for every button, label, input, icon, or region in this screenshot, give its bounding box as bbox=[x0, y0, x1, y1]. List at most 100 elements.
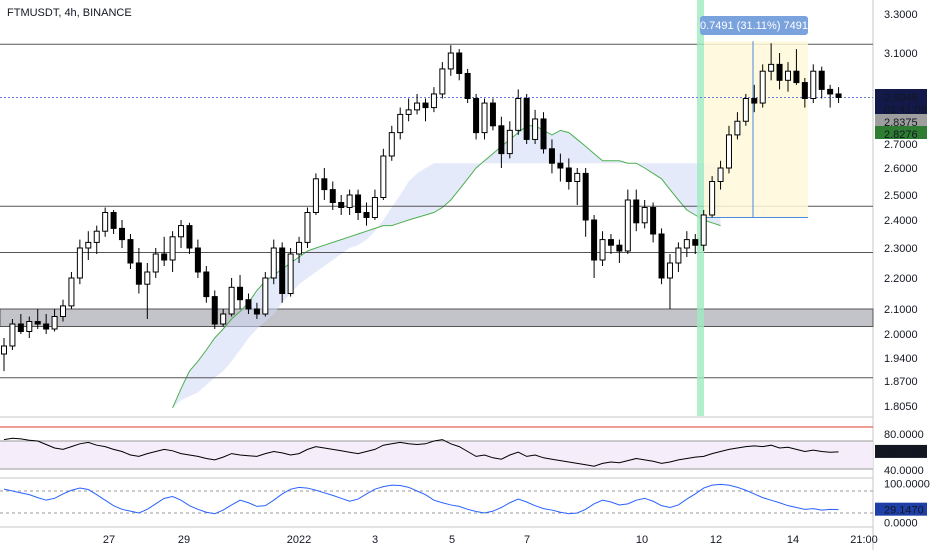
candle-body bbox=[633, 199, 640, 224]
candle bbox=[152, 248, 159, 278]
time-tick-label: 14 bbox=[787, 534, 799, 546]
candle bbox=[700, 210, 707, 251]
candle bbox=[135, 248, 142, 294]
candle bbox=[759, 64, 766, 108]
candle-body bbox=[827, 88, 834, 95]
base-price-tag-bg bbox=[875, 114, 927, 127]
candle bbox=[776, 53, 783, 90]
candle bbox=[515, 89, 522, 135]
candle-body bbox=[532, 118, 539, 140]
candle bbox=[51, 309, 58, 332]
time-axis[interactable]: 27 29 2022 3 5 7 10 12 14 21:00 bbox=[103, 534, 878, 546]
candle bbox=[26, 316, 33, 338]
candle bbox=[548, 139, 555, 174]
rsi-tick-label: 40.0000 bbox=[884, 465, 924, 477]
candle-body bbox=[591, 219, 598, 261]
measure-label-bg bbox=[700, 16, 808, 35]
candle bbox=[481, 98, 488, 140]
candle bbox=[784, 62, 791, 92]
candle-body bbox=[751, 98, 758, 104]
candle bbox=[1, 338, 7, 372]
candle bbox=[692, 234, 699, 254]
candle-body bbox=[439, 68, 446, 95]
candle-body bbox=[776, 63, 783, 81]
candle bbox=[683, 231, 690, 257]
candle bbox=[793, 49, 800, 85]
candle-body bbox=[93, 230, 100, 243]
candle-body bbox=[801, 82, 808, 99]
candle bbox=[397, 107, 404, 140]
rsi-band bbox=[0, 441, 873, 469]
candle bbox=[447, 45, 454, 76]
stoch-tick-label: 100.0000 bbox=[884, 479, 930, 491]
price-tick-label: 2.1000 bbox=[884, 304, 918, 316]
candle-body bbox=[76, 247, 83, 279]
stoch-line bbox=[3, 483, 839, 515]
candle-body bbox=[152, 253, 159, 273]
candle bbox=[439, 62, 446, 99]
price-tick-label: 2.0000 bbox=[884, 329, 918, 341]
candle-body bbox=[599, 239, 606, 261]
candle bbox=[456, 49, 463, 81]
price-tick-label: 2.4000 bbox=[884, 215, 918, 227]
measure-label: 0.7491 (31.11%) 7491 bbox=[700, 20, 808, 32]
candle-body bbox=[296, 241, 303, 255]
candle bbox=[43, 314, 50, 334]
candle bbox=[93, 225, 100, 254]
candle-body bbox=[473, 98, 480, 134]
candle bbox=[709, 176, 716, 218]
candle bbox=[169, 231, 176, 272]
candle-body bbox=[220, 313, 227, 325]
last-price-tag: 01:41:08 bbox=[884, 104, 927, 116]
candle-body bbox=[768, 63, 775, 72]
candle-body bbox=[262, 277, 269, 315]
candle-body bbox=[161, 253, 168, 261]
candle-body bbox=[481, 102, 488, 134]
candle-body bbox=[119, 227, 126, 241]
time-tick-label: 29 bbox=[178, 534, 190, 546]
time-tick-label: 10 bbox=[636, 534, 648, 546]
candle bbox=[85, 231, 92, 260]
candle bbox=[658, 228, 665, 285]
candle-body bbox=[692, 239, 699, 246]
price-pane[interactable]: 0.7491 (31.11%) 7491 bbox=[0, 0, 874, 416]
time-tick-label: 7 bbox=[524, 534, 530, 546]
support-zone bbox=[0, 308, 874, 327]
price-tick-label: 1.9400 bbox=[884, 353, 918, 365]
measure-box bbox=[704, 41, 808, 218]
candle bbox=[346, 189, 353, 215]
candle bbox=[220, 309, 227, 327]
time-tick-label: 5 bbox=[449, 534, 455, 546]
candle-body bbox=[641, 207, 648, 224]
time-tick-label: 3 bbox=[372, 534, 378, 546]
candle-body bbox=[102, 212, 109, 232]
candle-body bbox=[110, 212, 117, 229]
candle bbox=[194, 239, 201, 278]
candle bbox=[675, 242, 682, 272]
price-axis[interactable]: 3.3000 3.1000 2.7000 2.6000 2.5000 2.4000 2.30… bbox=[875, 9, 930, 529]
stoch-tick-label: 0.0000 bbox=[884, 517, 918, 529]
candle-body bbox=[793, 70, 800, 84]
candle bbox=[253, 302, 260, 319]
candle-body bbox=[237, 286, 244, 301]
candle bbox=[296, 236, 303, 263]
candle-body bbox=[194, 247, 201, 273]
candle bbox=[371, 189, 378, 220]
candle-body bbox=[523, 98, 530, 140]
candle bbox=[565, 158, 572, 190]
candle-body bbox=[489, 102, 496, 127]
chart-title: FTMUSDT, 4h, BINANCE bbox=[7, 7, 132, 19]
candle-body bbox=[329, 189, 336, 204]
candle-body bbox=[700, 214, 707, 246]
candle bbox=[119, 220, 126, 248]
stoch-pane[interactable] bbox=[0, 483, 873, 515]
candle-body bbox=[1, 345, 7, 355]
candle bbox=[506, 121, 513, 159]
candle-body bbox=[658, 233, 665, 279]
candle-body bbox=[650, 207, 657, 235]
rsi-pane[interactable] bbox=[0, 426, 873, 470]
candle-body bbox=[498, 125, 505, 155]
candle bbox=[810, 64, 817, 104]
ichimoku-cloud bbox=[172, 125, 721, 408]
